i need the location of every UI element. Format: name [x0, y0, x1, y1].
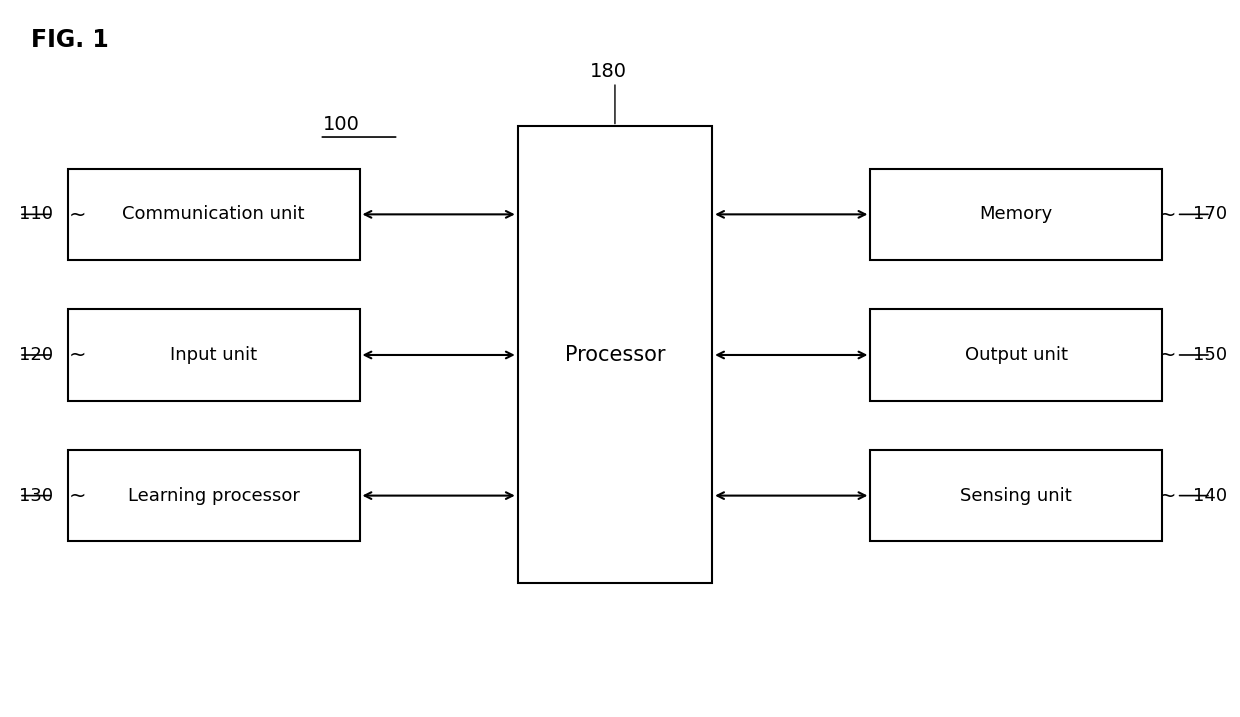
- FancyBboxPatch shape: [870, 309, 1162, 401]
- Text: Communication unit: Communication unit: [123, 205, 305, 224]
- Text: 170: 170: [1193, 205, 1226, 224]
- Text: ~: ~: [1159, 345, 1177, 365]
- Text: Learning processor: Learning processor: [128, 487, 300, 505]
- Text: 110: 110: [19, 205, 53, 224]
- FancyBboxPatch shape: [870, 168, 1162, 260]
- Text: 140: 140: [1193, 487, 1226, 505]
- Text: Memory: Memory: [980, 205, 1053, 224]
- Text: Output unit: Output unit: [965, 346, 1068, 364]
- Text: ~: ~: [69, 204, 87, 224]
- FancyBboxPatch shape: [68, 168, 360, 260]
- Text: 130: 130: [19, 487, 53, 505]
- Text: 150: 150: [1193, 346, 1226, 364]
- Text: 180: 180: [590, 62, 627, 81]
- Text: ~: ~: [1159, 485, 1177, 505]
- Text: FIG. 1: FIG. 1: [31, 28, 109, 52]
- Text: Input unit: Input unit: [170, 346, 257, 364]
- Text: ~: ~: [69, 345, 87, 365]
- FancyBboxPatch shape: [68, 309, 360, 401]
- Text: Processor: Processor: [564, 345, 665, 365]
- Text: ~: ~: [1159, 204, 1177, 224]
- Text: 100: 100: [324, 115, 360, 133]
- Text: Sensing unit: Sensing unit: [960, 487, 1073, 505]
- FancyBboxPatch shape: [870, 450, 1162, 541]
- FancyBboxPatch shape: [68, 450, 360, 541]
- Text: ~: ~: [69, 485, 87, 505]
- FancyBboxPatch shape: [517, 126, 712, 584]
- Text: 120: 120: [19, 346, 53, 364]
